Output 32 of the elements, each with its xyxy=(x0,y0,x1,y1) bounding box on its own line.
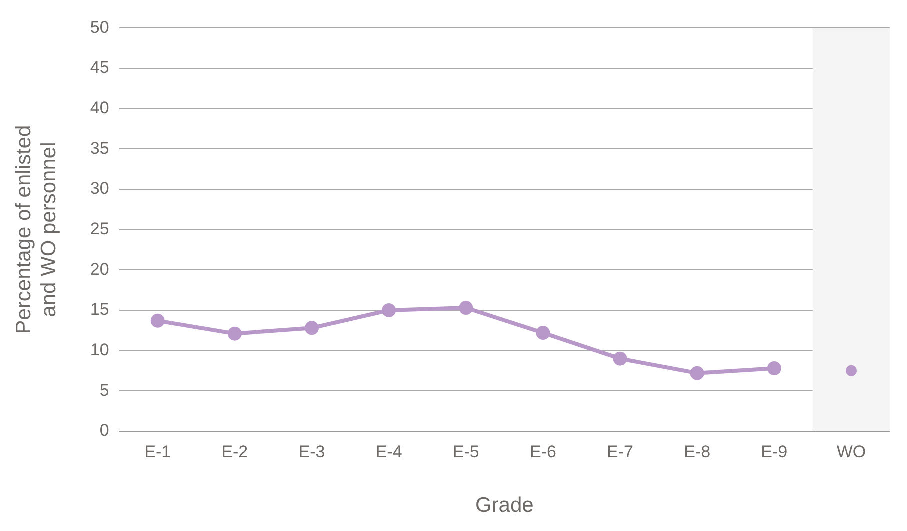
y-tick-label: 40 xyxy=(90,98,110,118)
y-tick-label: 50 xyxy=(90,18,110,37)
x-axis-title: Grade xyxy=(475,494,534,518)
point xyxy=(228,326,242,341)
y-tick-label: 20 xyxy=(90,260,110,279)
x-tick-label: E-8 xyxy=(684,442,711,462)
x-tick-label: E-5 xyxy=(452,442,480,462)
x-tick-label: E-9 xyxy=(761,442,788,462)
point xyxy=(304,321,319,336)
y-tick-label: 10 xyxy=(90,340,110,360)
point xyxy=(536,326,550,340)
y-tick-label: 0 xyxy=(100,421,110,440)
x-tick-label: E-7 xyxy=(607,442,634,462)
x-tick-label: E-6 xyxy=(530,442,556,462)
x-tick-label: E-3 xyxy=(298,442,326,462)
x-tick-label: E-4 xyxy=(376,442,402,462)
x-tick-label: WO xyxy=(836,442,866,462)
y-tick-label: 15 xyxy=(90,300,110,320)
x-tick-label: E-1 xyxy=(144,442,172,462)
point xyxy=(382,303,396,318)
y-tick-label: 5 xyxy=(100,380,110,400)
y-axis-title: Percentage of enlisted and WO personnel xyxy=(12,125,61,334)
point xyxy=(767,362,782,376)
y-tick-label: 45 xyxy=(90,58,110,78)
y-tick-label: 25 xyxy=(90,219,110,238)
point xyxy=(150,314,165,328)
point xyxy=(459,301,474,316)
x-tick-label: E-2 xyxy=(222,442,248,462)
y-tick-label: 30 xyxy=(90,179,110,198)
point xyxy=(613,352,628,366)
point xyxy=(690,366,704,380)
y-tick-label: 35 xyxy=(90,138,110,158)
